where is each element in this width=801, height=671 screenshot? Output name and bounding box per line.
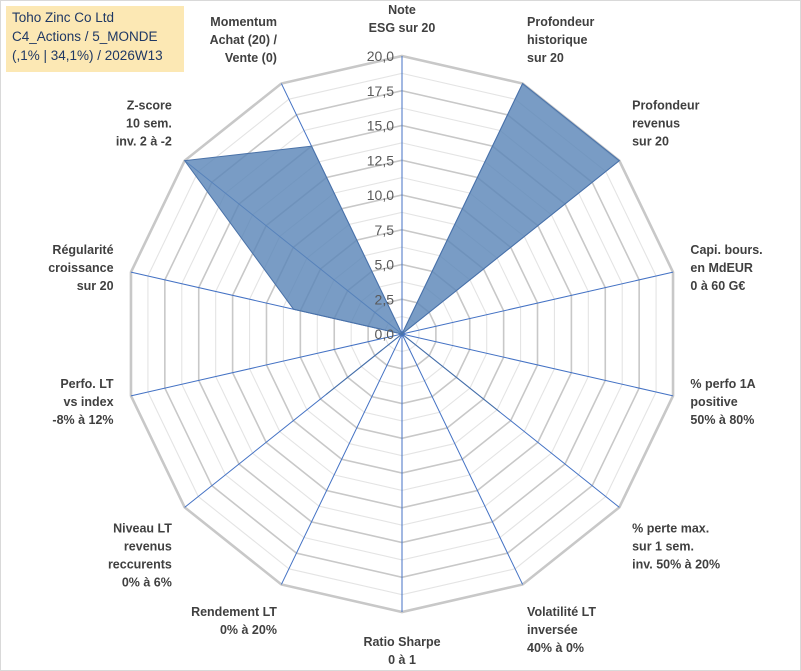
- category-label-line: Rendement LT: [191, 605, 277, 619]
- tick-labels: 0,0 2,5 5,0 7,5 10,0 12,5 15,0 17,5 20,0: [367, 48, 394, 342]
- tick-label: 2,5: [375, 291, 395, 307]
- category-label-line: sur 1 sem.: [632, 539, 694, 553]
- category-label: Note ESG sur 20: [369, 3, 436, 35]
- series-area: [183, 82, 621, 413]
- category-label-line: % perfo 1A: [690, 377, 755, 391]
- category-label-line: Profondeur: [632, 99, 699, 113]
- week-info: (,1% | 34,1%) / 2026W13: [12, 48, 163, 63]
- category-label: Volatilité LT inversée 40% à 0%: [527, 605, 596, 655]
- category-label-line: 0% à 6%: [122, 575, 172, 589]
- category-label-line: inversée: [527, 623, 578, 637]
- category-label: % perfo 1A positive 50% à 80%: [690, 377, 755, 427]
- tick-label: 15,0: [367, 118, 394, 134]
- category-label-line: -8% à 12%: [52, 413, 113, 427]
- category-label: Z-score 10 sem. inv. 2 à -2: [116, 99, 172, 149]
- tick-label: 20,0: [367, 48, 394, 64]
- category-label-line: positive: [690, 395, 737, 409]
- category-label-line: revenus: [124, 539, 172, 553]
- axis-spoke: [401, 333, 524, 585]
- category-label-line: Momentum: [210, 15, 277, 29]
- category-label: Momentum Achat (20) / Vente (0): [210, 15, 278, 65]
- tick-label: 0,0: [375, 326, 395, 342]
- tick-label: 7,5: [375, 222, 395, 238]
- category-label-line: 40% à 0%: [527, 641, 584, 655]
- category-label-line: revenus: [632, 117, 680, 131]
- category-label-line: 0% à 20%: [220, 623, 277, 637]
- category-label-line: Régularité: [52, 243, 113, 257]
- series-layer: [183, 82, 621, 413]
- category-label-line: sur 20: [632, 135, 669, 149]
- category-label: Capi. bours. en MdEUR 0 à 60 G€: [690, 243, 762, 293]
- tick-label: 10,0: [367, 187, 394, 203]
- category-label: Profondeur revenus sur 20: [632, 99, 699, 149]
- category-label: Régularité croissance sur 20: [48, 243, 113, 293]
- tick-label: 17,5: [367, 83, 394, 99]
- category-label-line: inv. 2 à -2: [116, 135, 172, 149]
- category-label-line: vs index: [64, 395, 114, 409]
- category-label: Perfo. LT vs index -8% à 12%: [52, 377, 114, 427]
- category-label-line: Profondeur: [527, 15, 594, 29]
- category-label-line: sur 20: [77, 279, 114, 293]
- category-label: Ratio Sharpe 0 à 1: [363, 635, 440, 667]
- category-label-line: historique: [527, 33, 587, 47]
- category-label-line: 50% à 80%: [690, 413, 754, 427]
- chart-title-box: Toho Zinc Co Ltd C4_Actions / 5_MONDE (,…: [6, 6, 184, 72]
- category-label-line: Z-score: [127, 99, 172, 113]
- category-label-line: ESG sur 20: [369, 21, 436, 35]
- axis-spoke: [130, 333, 403, 397]
- category-label-line: 10 sem.: [126, 117, 172, 131]
- tick-label: 12,5: [367, 152, 394, 168]
- category-label-line: Achat (20) /: [210, 33, 278, 47]
- axis-spoke: [401, 271, 674, 335]
- category-label-line: en MdEUR: [690, 261, 753, 275]
- category-label-line: Volatilité LT: [527, 605, 596, 619]
- category-label-line: Ratio Sharpe: [363, 635, 440, 649]
- category-label-line: Note: [388, 3, 416, 17]
- category-label-line: croissance: [48, 261, 113, 275]
- category-label: Niveau LT revenus reccurents 0% à 6%: [108, 521, 172, 589]
- category-label-line: Niveau LT: [113, 521, 172, 535]
- category-label: Profondeur historique sur 20: [527, 15, 594, 65]
- category-label-line: Perfo. LT: [60, 377, 114, 391]
- tick-label: 5,0: [375, 257, 395, 273]
- category-label-line: % perte max.: [632, 521, 709, 535]
- category-label: Rendement LT 0% à 20%: [191, 605, 277, 637]
- category-label-line: 0 à 60 G€: [690, 279, 745, 293]
- axis-spoke: [280, 333, 403, 585]
- category-label-line: inv. 50% à 20%: [632, 557, 720, 571]
- company-name: Toho Zinc Co Ltd: [12, 10, 115, 25]
- category-labels: Note ESG sur 20 Profondeur historique sur 20…: [48, 3, 762, 667]
- portfolio-category: C4_Actions / 5_MONDE: [12, 29, 158, 44]
- category-label-line: 0 à 1: [388, 653, 416, 667]
- category-label-line: sur 20: [527, 51, 564, 65]
- axis-spoke: [401, 333, 674, 397]
- category-label-line: Capi. bours.: [690, 243, 762, 257]
- category-label-line: Vente (0): [225, 51, 277, 65]
- category-label: % perte max. sur 1 sem. inv. 50% à 20%: [632, 521, 720, 571]
- category-label-line: reccurents: [108, 557, 172, 571]
